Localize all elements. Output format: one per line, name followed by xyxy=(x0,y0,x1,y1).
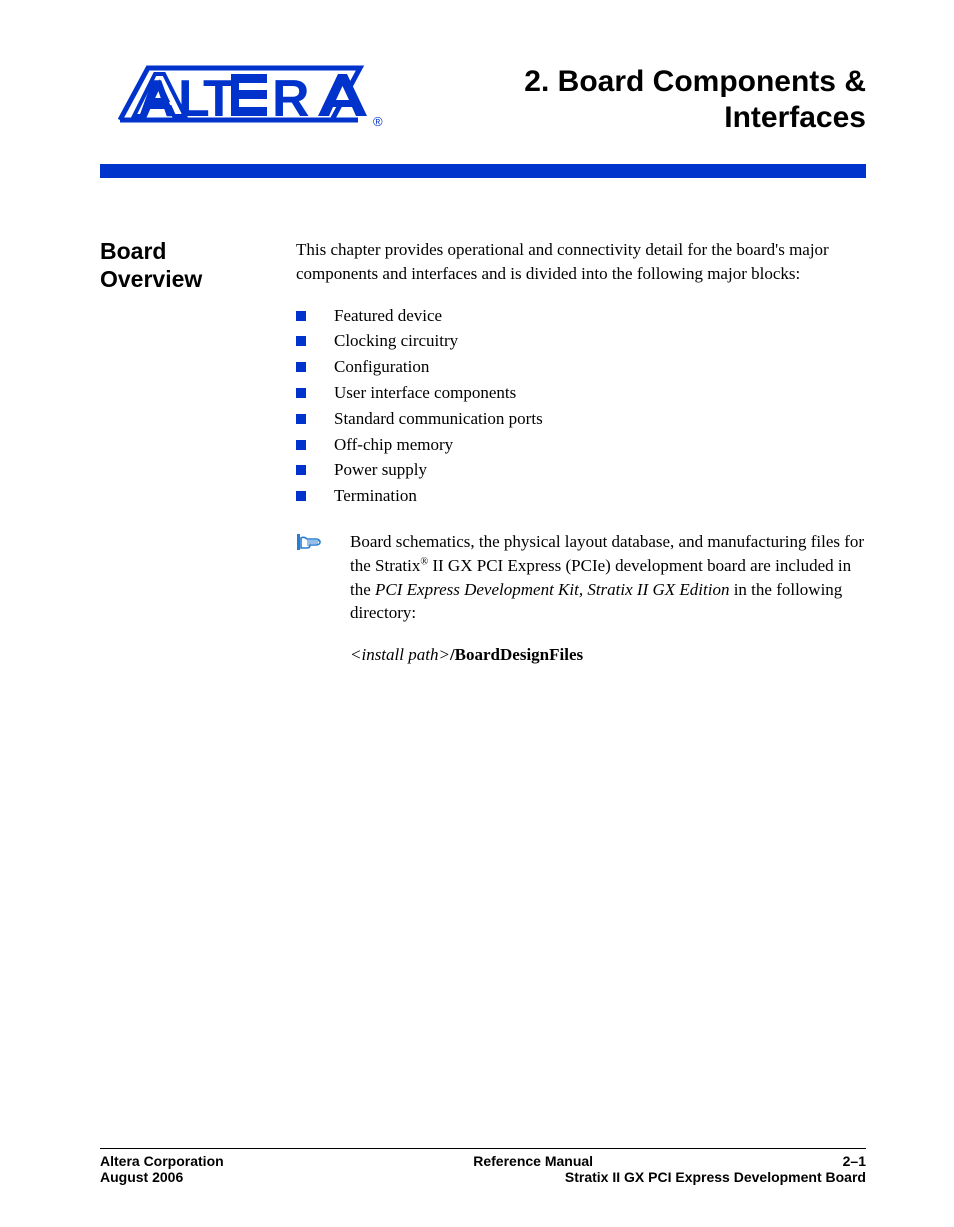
section-heading: Board Overview xyxy=(100,238,272,667)
pointing-hand-icon xyxy=(296,532,324,559)
footer-left-1: Altera Corporation xyxy=(100,1153,224,1169)
svg-text:®: ® xyxy=(373,114,383,129)
bullet-square-icon xyxy=(296,414,306,424)
list-item: Off-chip memory xyxy=(296,433,866,457)
page-footer: Altera Corporation Reference Manual 2–1 … xyxy=(100,1148,866,1185)
list-item: User interface components xyxy=(296,381,866,405)
note-italic-title: PCI Express Development Kit, Stratix II … xyxy=(375,580,729,599)
bullet-text: Clocking circuitry xyxy=(334,329,458,353)
registered-mark: ® xyxy=(420,556,428,567)
bullet-square-icon xyxy=(296,311,306,321)
list-item: Standard communication ports xyxy=(296,407,866,431)
footer-center-1: Reference Manual xyxy=(473,1153,593,1169)
note-body: Board schematics, the physical layout da… xyxy=(350,530,866,667)
bullet-square-icon xyxy=(296,362,306,372)
intro-paragraph: This chapter provides operational and co… xyxy=(296,238,866,286)
bullet-text: Featured device xyxy=(334,304,442,328)
bullet-text: Off-chip memory xyxy=(334,433,453,457)
list-item: Featured device xyxy=(296,304,866,328)
footer-left-2: August 2006 xyxy=(100,1169,183,1185)
altera-logo: A L T R ® xyxy=(100,60,390,135)
bullet-square-icon xyxy=(296,336,306,346)
bullet-text: Termination xyxy=(334,484,417,508)
list-item: Termination xyxy=(296,484,866,508)
list-item: Configuration xyxy=(296,355,866,379)
list-item: Clocking circuitry xyxy=(296,329,866,353)
bullet-text: Power supply xyxy=(334,458,427,482)
chapter-title-line1: 2. Board Components & xyxy=(524,64,866,100)
bullet-list: Featured device Clocking circuitry Confi… xyxy=(296,304,866,508)
page-header: A L T R ® 2. Board Components & Interfac… xyxy=(100,60,866,136)
svg-text:T: T xyxy=(203,70,235,128)
note-paragraph: Board schematics, the physical layout da… xyxy=(350,530,866,625)
svg-text:R: R xyxy=(272,70,310,128)
svg-text:A: A xyxy=(138,70,175,128)
bullet-square-icon xyxy=(296,388,306,398)
path-variable: <install path> xyxy=(350,645,450,664)
content: Board Overview This chapter provides ope… xyxy=(100,238,866,667)
bullet-text: Configuration xyxy=(334,355,429,379)
chapter-title: 2. Board Components & Interfaces xyxy=(524,64,866,136)
bullet-square-icon xyxy=(296,440,306,450)
path-literal: /BoardDesignFiles xyxy=(450,645,583,664)
bullet-square-icon xyxy=(296,465,306,475)
bullet-text: User interface components xyxy=(334,381,516,405)
bullet-text: Standard communication ports xyxy=(334,407,543,431)
footer-right-1: 2–1 xyxy=(843,1153,866,1169)
install-path: <install path>/BoardDesignFiles xyxy=(350,643,866,667)
header-rule xyxy=(100,164,866,178)
footer-right-2: Stratix II GX PCI Express Development Bo… xyxy=(565,1169,866,1185)
note-block: Board schematics, the physical layout da… xyxy=(296,530,866,667)
body-column: This chapter provides operational and co… xyxy=(296,238,866,667)
chapter-title-line2: Interfaces xyxy=(524,100,866,136)
list-item: Power supply xyxy=(296,458,866,482)
bullet-square-icon xyxy=(296,491,306,501)
